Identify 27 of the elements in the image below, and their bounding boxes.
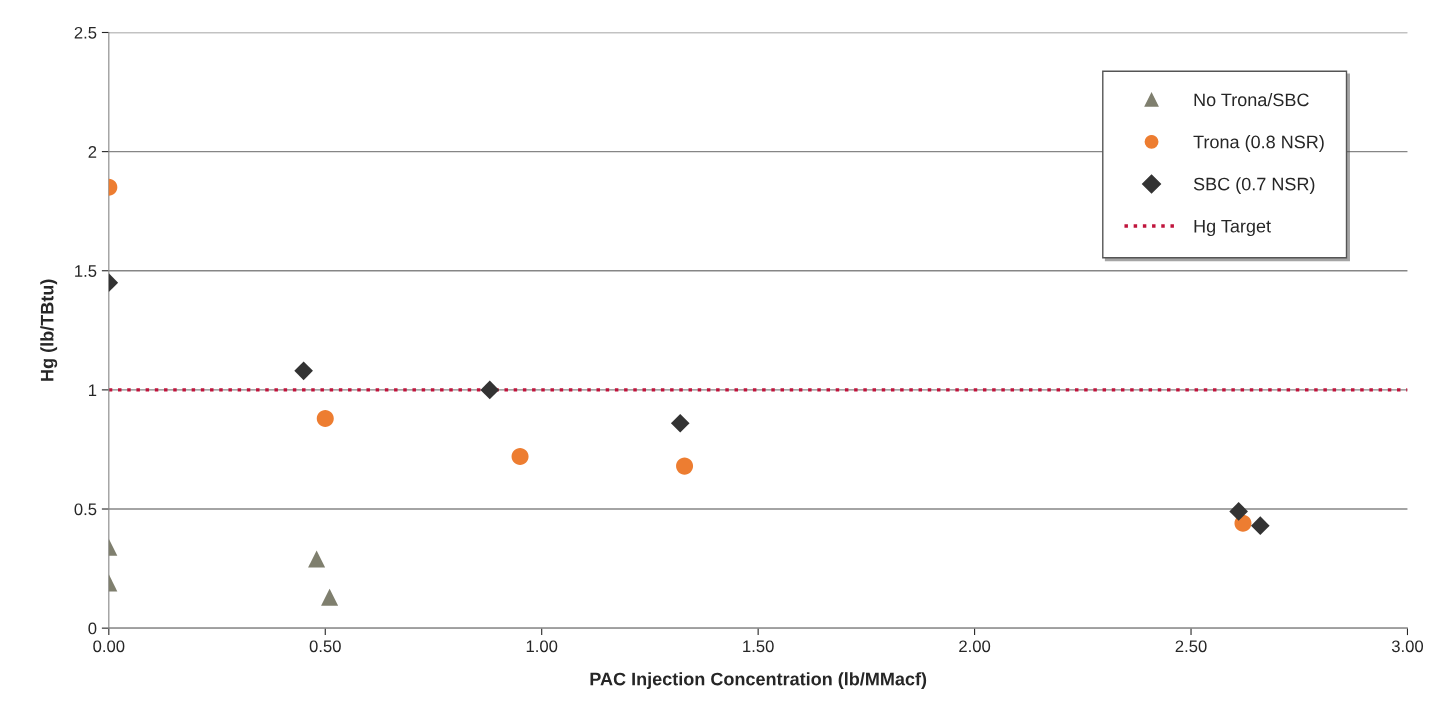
x-tick-label: 2.50 — [1175, 640, 1207, 653]
x-tick-label: 2.00 — [959, 640, 991, 653]
y-tick-label: 1.5 — [75, 265, 97, 277]
x-axis-title: PAC Injection Concentration (lb/MMacf) — [590, 672, 927, 689]
y-tick-label: 0.5 — [74, 503, 97, 516]
x-tick-label: 0.50 — [309, 640, 341, 653]
x-tick-label: 1.50 — [743, 640, 774, 653]
legend-label: SBC (0.7 NSR) — [1193, 177, 1315, 195]
x-tick-label: 0.00 — [93, 640, 125, 653]
legend-label: Hg Target — [1194, 219, 1271, 237]
y-tick-label: 2 — [88, 146, 97, 158]
x-tick-label: 1.00 — [526, 640, 558, 653]
y-tick-label: 2.5 — [74, 26, 97, 39]
y-tick-label: 1 — [89, 384, 97, 396]
point — [294, 361, 313, 381]
x-tick-label: 3.00 — [1391, 640, 1424, 653]
y-axis-title: Hg (lb/TBtu) — [40, 279, 58, 381]
point — [1229, 502, 1248, 521]
legend-label: Trona (0.8 NSR) — [1193, 135, 1324, 152]
point — [480, 380, 500, 400]
point — [676, 457, 694, 475]
point — [316, 409, 334, 427]
y-tick-label: 0 — [88, 622, 97, 635]
point — [670, 413, 690, 433]
point — [1250, 516, 1270, 536]
point — [511, 448, 529, 466]
legend-label: No Trona/SBC — [1194, 92, 1309, 107]
